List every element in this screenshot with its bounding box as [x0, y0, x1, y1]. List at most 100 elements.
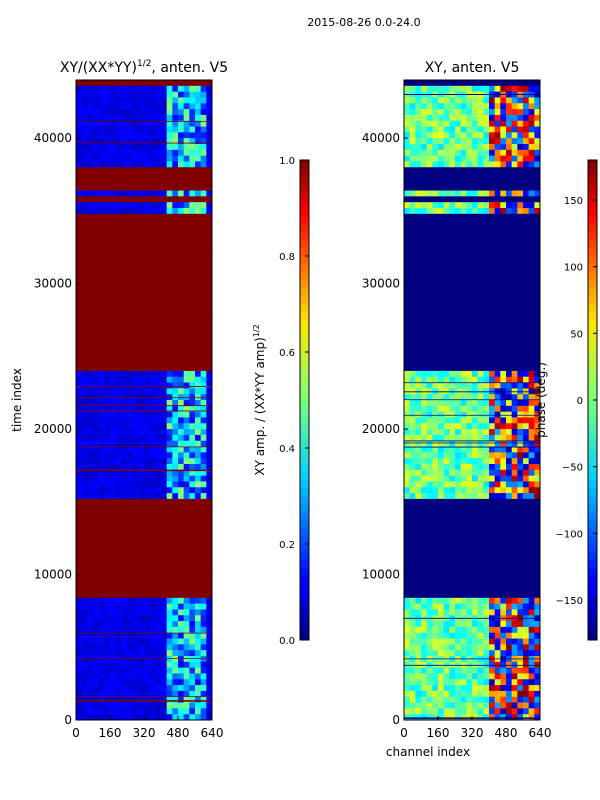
heatmap-cell: [144, 487, 151, 494]
heatmap-cell: [121, 295, 128, 302]
heatmap-cell: [421, 219, 428, 226]
heatmap-cell: [183, 498, 190, 506]
heatmap-cell: [494, 434, 501, 442]
heatmap-cell: [189, 661, 196, 669]
heatmap-cell: [472, 382, 479, 389]
heatmap-cell: [183, 661, 190, 669]
heatmap-cell: [132, 277, 139, 285]
heatmap-cell: [121, 656, 128, 663]
heatmap-cell: [517, 562, 524, 570]
heatmap-cell: [534, 306, 541, 314]
heatmap-cell: [421, 498, 428, 506]
heatmap-cell: [460, 237, 467, 244]
heatmap-cell: [483, 301, 490, 308]
heatmap-cell: [409, 621, 416, 628]
heatmap-cell: [511, 423, 518, 430]
heatmap-cell: [127, 109, 134, 116]
heatmap-cell: [155, 661, 162, 669]
heatmap-cell: [511, 603, 518, 610]
heatmap-cell: [138, 219, 145, 226]
heatmap-cell: [172, 562, 179, 570]
heatmap-cell: [155, 644, 162, 651]
heatmap-cell: [517, 539, 524, 546]
heatmap-cell: [93, 493, 100, 500]
heatmap-cell: [421, 109, 428, 116]
heatmap-cell: [455, 510, 462, 517]
heatmap-cell: [449, 568, 456, 575]
right-heatmap-area: [404, 80, 541, 721]
heatmap-cell: [144, 109, 151, 116]
heatmap-cell: [178, 266, 185, 273]
heatmap-cell: [121, 644, 128, 651]
heatmap-cell: [104, 85, 111, 93]
heatmap-cell: [511, 213, 518, 221]
heatmap-cell: [161, 109, 168, 116]
heatmap-cell: [409, 359, 416, 366]
heatmap-cell: [528, 580, 535, 587]
heatmap-cell: [206, 330, 213, 337]
heatmap-cell: [178, 638, 185, 645]
heatmap-cell: [76, 609, 83, 616]
heatmap-cell: [121, 626, 128, 634]
heatmap-cell: [472, 493, 479, 500]
heatmap-cell: [195, 138, 202, 145]
heatmap-cell: [127, 336, 134, 343]
heatmap-cell: [206, 580, 213, 587]
heatmap-cell: [443, 242, 450, 250]
heatmap-cell: [534, 510, 541, 517]
heatmap-cell: [200, 609, 207, 616]
heatmap-cell: [127, 690, 134, 698]
heatmap-cell: [455, 178, 462, 186]
heatmap-cell: [534, 318, 541, 325]
heatmap-cell: [506, 97, 513, 104]
heatmap-cell: [166, 254, 173, 261]
heatmap-cell: [438, 173, 445, 180]
heatmap-cell: [183, 330, 190, 337]
heatmap-cell: [460, 324, 467, 331]
heatmap-cell: [81, 382, 88, 389]
heatmap-cell: [189, 91, 196, 98]
heatmap-cell: [144, 219, 151, 226]
heatmap-cell: [166, 318, 173, 325]
heatmap-cell: [172, 400, 179, 407]
heatmap-cell: [506, 213, 513, 221]
heatmap-cell: [155, 208, 162, 215]
heatmap-cell: [449, 114, 456, 122]
heatmap-cell: [511, 336, 518, 343]
heatmap-cell: [87, 696, 94, 703]
heatmap-cell: [104, 458, 111, 465]
heatmap-cell: [511, 528, 518, 535]
heatmap-cell: [466, 504, 473, 511]
heatmap-cell: [415, 289, 422, 296]
heatmap-cell: [132, 626, 139, 634]
heatmap-cell: [200, 498, 207, 506]
heatmap-cell: [455, 528, 462, 535]
heatmap-cell: [138, 510, 145, 517]
heatmap-cell: [161, 202, 168, 209]
heatmap-cell: [443, 260, 450, 267]
heatmap-cell: [432, 580, 439, 587]
heatmap-cell: [472, 144, 479, 151]
heatmap-cell: [517, 411, 524, 418]
heatmap-cell: [426, 114, 433, 122]
heatmap-cell: [438, 266, 445, 273]
heatmap-cell: [500, 400, 507, 407]
heatmap-cell: [132, 161, 139, 168]
heatmap-cell: [98, 248, 105, 255]
heatmap-cell: [132, 586, 139, 593]
heatmap-cell: [144, 272, 151, 279]
heatmap-cell: [523, 225, 530, 232]
heatmap-cell: [206, 254, 213, 261]
heatmap-cell: [110, 306, 117, 314]
heatmap-cell: [166, 330, 173, 337]
heatmap-cell: [161, 97, 168, 104]
heatmap-cell: [200, 324, 207, 331]
heatmap-cell: [426, 452, 433, 459]
heatmap-cell: [528, 609, 535, 616]
heatmap-cell: [172, 592, 179, 599]
heatmap-cell: [511, 533, 518, 541]
heatmap-cell: [81, 661, 88, 669]
heatmap-cell: [443, 336, 450, 343]
heatmap-cell: [76, 324, 83, 331]
heatmap-cell: [466, 632, 473, 639]
